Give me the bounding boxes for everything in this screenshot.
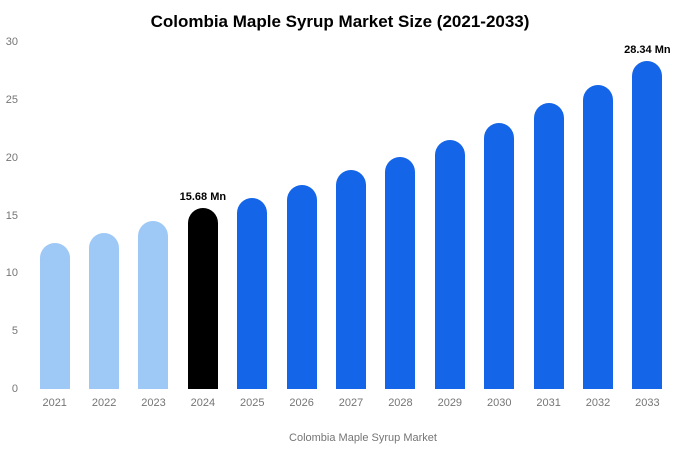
bar-value-label: 15.68 Mn: [179, 190, 227, 203]
bar-2024[interactable]: [187, 207, 218, 389]
bar-column: 15.68 Mn 2024: [178, 42, 227, 409]
legend-label: Colombia Maple Syrup Market: [289, 431, 437, 444]
bar-2023[interactable]: [138, 221, 169, 389]
bar-column: 2023: [129, 42, 178, 409]
plot-area: 2021 2022 2023 15.68 Mn 2024 2025 2026 2027 2028…: [30, 42, 672, 409]
bar-2030[interactable]: [484, 122, 515, 389]
bar-value-label: 28.34 Mn: [624, 44, 671, 57]
y-tick-label: 25: [5, 93, 18, 106]
bar-2028[interactable]: [385, 156, 416, 389]
x-tick-label: 2031: [536, 397, 561, 409]
bar-2022[interactable]: [89, 232, 120, 389]
bar-column: 2025: [228, 42, 277, 409]
chart-title: Colombia Maple Syrup Market Size (2021-2…: [150, 12, 530, 31]
y-tick-label: 5: [11, 325, 18, 338]
legend[interactable]: Colombia Maple Syrup Market: [0, 431, 680, 444]
x-tick-label: 2026: [289, 397, 314, 409]
x-tick-label: 2023: [141, 397, 166, 409]
bar-2021[interactable]: [39, 243, 70, 389]
bar-2029[interactable]: [434, 140, 465, 389]
y-tick-label: 30: [5, 36, 18, 48]
legend-swatch: [243, 431, 281, 444]
y-tick-label: 0: [11, 383, 18, 395]
bar-column: 2027: [326, 42, 375, 409]
bar-2027[interactable]: [336, 170, 367, 389]
bar-column: 2032: [573, 42, 622, 409]
bar-column: 2022: [79, 42, 128, 409]
bar-column: 2029: [425, 42, 474, 409]
bar-2026[interactable]: [286, 185, 317, 389]
bar-2025[interactable]: [237, 198, 268, 389]
bar-column: 2028: [376, 42, 425, 409]
bar-column: 2030: [475, 42, 524, 409]
bar-2033[interactable]: [632, 61, 663, 389]
x-tick-label: 2024: [190, 397, 216, 409]
y-tick-label: 20: [5, 151, 18, 164]
x-tick-label: 2021: [42, 397, 67, 409]
bar-2031[interactable]: [533, 103, 564, 389]
bar-column: 2021: [30, 42, 79, 409]
x-tick-label: 2022: [91, 397, 117, 409]
y-axis: 0 5 10 15 20 25 30: [0, 36, 22, 395]
bar-2032[interactable]: [582, 84, 613, 389]
bar-column: 28.34 Mn 2033: [623, 42, 672, 409]
x-tick-label: 2025: [240, 397, 265, 409]
bar-column: 2031: [524, 42, 573, 409]
x-tick-label: 2028: [388, 397, 413, 409]
x-tick-label: 2033: [635, 397, 660, 409]
x-tick-label: 2029: [437, 397, 463, 409]
bar-column: 2026: [277, 42, 326, 409]
x-tick-label: 2032: [585, 397, 611, 409]
y-tick-label: 15: [5, 209, 18, 222]
x-tick-label: 2027: [338, 397, 364, 409]
x-tick-label: 2030: [486, 397, 512, 409]
y-tick-label: 10: [5, 267, 18, 280]
